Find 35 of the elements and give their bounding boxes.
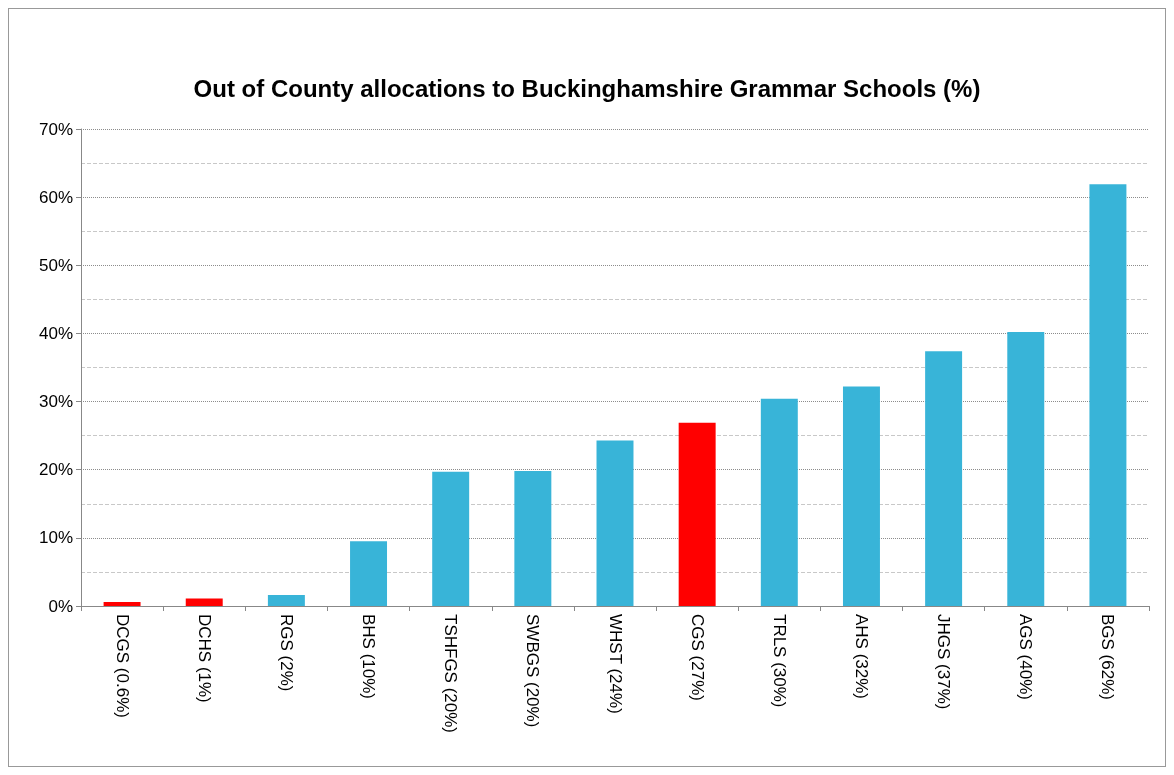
bar bbox=[842, 386, 880, 606]
x-tick-label: DCHS (1%) bbox=[194, 614, 214, 703]
bar bbox=[1089, 184, 1127, 606]
y-tick-label: 20% bbox=[38, 460, 73, 480]
x-tick-label: BGS (62%) bbox=[1098, 614, 1118, 700]
x-tick-label: DCGS (0.6%) bbox=[112, 614, 132, 718]
y-tick-label: 70% bbox=[38, 119, 73, 139]
x-tick-label: RGS (2%) bbox=[276, 614, 296, 692]
y-tick-label: 0% bbox=[48, 596, 73, 616]
bar bbox=[514, 471, 552, 606]
bar bbox=[925, 351, 963, 606]
x-tick-label: CGS (27%) bbox=[687, 614, 707, 701]
x-tick-label: JHGS (37%) bbox=[934, 614, 954, 710]
bar bbox=[103, 601, 141, 606]
chart-title: Out of County allocations to Buckinghamshire Grammar Schools (%) bbox=[193, 74, 981, 102]
y-tick-label: 40% bbox=[38, 323, 73, 343]
bar bbox=[267, 595, 305, 606]
x-tick-label: WHST (24%) bbox=[605, 614, 625, 714]
x-tick-label: AHS (32%) bbox=[851, 614, 871, 700]
bar bbox=[185, 598, 223, 606]
bar bbox=[432, 471, 470, 606]
x-tick-label: TSHFGS (20%) bbox=[441, 614, 461, 734]
bar bbox=[678, 422, 716, 606]
bar bbox=[596, 440, 634, 606]
x-tick-label: SWBGS (20%) bbox=[523, 614, 543, 728]
y-tick-label: 30% bbox=[38, 392, 73, 412]
y-tick-label: 50% bbox=[38, 255, 73, 275]
x-tick-label: AGS (40%) bbox=[1016, 614, 1036, 700]
x-tick-label: BHS (10%) bbox=[359, 614, 379, 700]
y-tick-label: 10% bbox=[38, 528, 73, 548]
bar bbox=[350, 541, 388, 606]
x-tick-label: TRLS (30%) bbox=[769, 614, 789, 708]
y-tick-label: 60% bbox=[38, 187, 73, 207]
bar bbox=[1007, 332, 1045, 606]
bar bbox=[760, 398, 798, 606]
